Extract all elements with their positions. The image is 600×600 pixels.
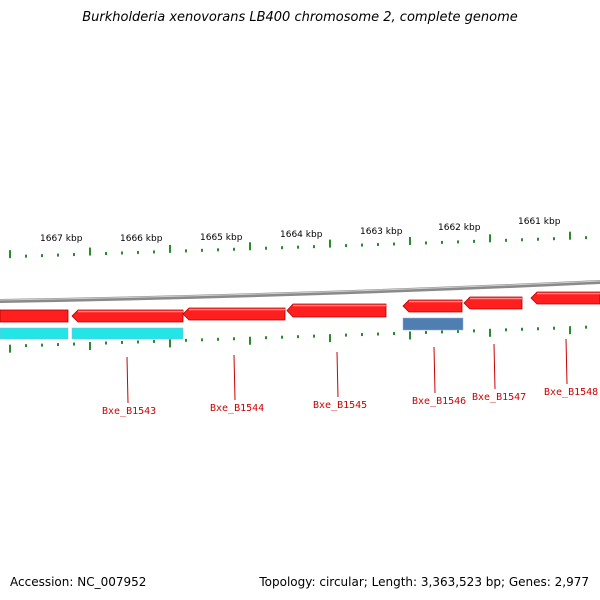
scale-label: 1665 kbp: [200, 233, 243, 243]
feature-track: [0, 291, 600, 340]
gene-label: Bxe_B1545: [313, 400, 367, 411]
cds-feature: [402, 299, 463, 313]
gene-label: Bxe_B1546: [412, 396, 466, 407]
gene-leader-line: [493, 343, 496, 390]
misc-feature: [402, 317, 464, 331]
cds-feature-body: [182, 307, 286, 321]
gene-leader-line: [126, 356, 129, 404]
backbone-ring: [0, 280, 600, 303]
cds-feature: [0, 309, 69, 323]
gene-leader-line: [336, 351, 339, 398]
cds-feature: [71, 309, 184, 323]
cds-feature-body: [286, 303, 387, 318]
cds-feature: [182, 307, 286, 321]
gene-leader-line: [233, 354, 236, 401]
accession-text: Accession: NC_007952: [10, 575, 147, 589]
scale-label: 1663 kbp: [360, 227, 403, 237]
cds-feature: [463, 296, 523, 310]
scale-ticks-top: [9, 231, 587, 259]
scale-label: 1666 kbp: [120, 234, 163, 244]
scale-label: 1667 kbp: [40, 234, 83, 244]
backbone-ring-highlight: [0, 280, 600, 301]
cds-feature-body: [463, 296, 523, 310]
cds-feature-body: [530, 291, 600, 305]
gene-label: Bxe_B1547: [472, 392, 526, 403]
scale-label: 1661 kbp: [518, 217, 561, 227]
scale-label: 1662 kbp: [438, 223, 481, 233]
cds-feature-body: [71, 309, 184, 323]
scale-ticks-bottom: [9, 325, 587, 353]
rna-feature: [71, 327, 184, 340]
gene-labels: Bxe_B1543 Bxe_B1544 Bxe_B1545 Bxe_B1546 Bxe_…: [102, 338, 598, 417]
scale-labels: 1667 kbp 1666 kbp 1665 kbp 1664 kbp 1663 kbp…: [40, 217, 561, 244]
rna-feature: [0, 327, 69, 340]
map-title: Burkholderia xenovorans LB400 chromosome…: [82, 10, 518, 25]
cds-feature-body: [402, 299, 463, 313]
genome-stats-text: Topology: circular; Length: 3,363,523 bp…: [259, 575, 589, 589]
gene-label: Bxe_B1548: [544, 387, 598, 398]
scale-label: 1664 kbp: [280, 230, 323, 240]
gene-leader-line: [433, 346, 436, 394]
gene-leader-line: [565, 338, 568, 385]
cds-feature: [530, 291, 600, 305]
cds-feature: [286, 303, 387, 318]
gene-label: Bxe_B1543: [102, 406, 156, 417]
gene-label: Bxe_B1544: [210, 403, 264, 414]
